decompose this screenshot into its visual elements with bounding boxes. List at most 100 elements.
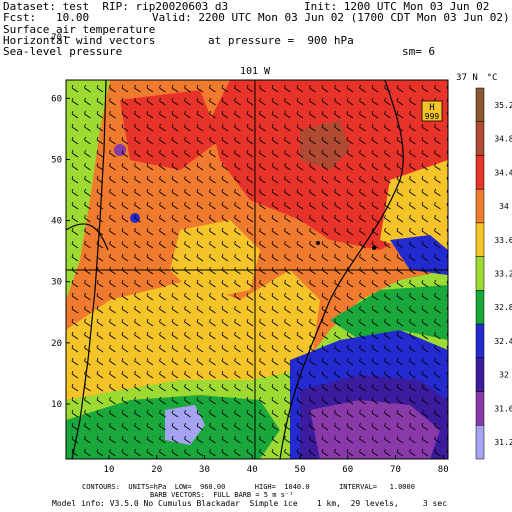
wind-barb [321,357,329,366]
wind-barb [321,409,329,418]
wind-barb [234,97,241,106]
wind-barb [284,201,291,210]
wind-barb [184,188,191,197]
wind-barb [259,123,266,132]
wind-barb [146,227,154,236]
wind-barb [371,240,379,249]
wind-barb [346,357,354,366]
wind-barb [184,136,191,145]
colorbar-swatch [475,425,485,460]
wind-barb [371,409,379,418]
wind-barb [309,357,316,366]
wind-barb [184,279,191,288]
wind-barb [84,357,91,366]
wind-barb [159,110,166,119]
wind-barb [396,279,404,288]
colorbar-label: 34 [499,202,509,211]
wind-barb [434,188,441,197]
wind-barb [421,149,429,158]
wind-barb [71,149,79,158]
wind-barb [96,240,104,249]
wind-barb [71,370,79,379]
wind-barb [146,357,154,366]
wind-barb [409,240,416,249]
wind-barb [396,201,404,210]
wind-barb [159,214,166,223]
colorbar-label: 32.4 [494,337,512,346]
wind-barb [184,97,191,106]
wind-barb [434,149,441,158]
wind-barb [71,253,79,262]
wind-barb [296,227,304,236]
wind-barb [246,357,254,366]
wind-barb [334,292,341,301]
wind-barb [259,279,266,288]
wind-barb [409,136,416,145]
colorbar-swatch [475,391,485,426]
wind-barb [209,292,216,301]
wind-barb [371,97,379,106]
wind-barb [196,344,204,353]
latitude-label: 37 N [456,73,478,83]
wind-barb [109,435,116,444]
wind-barb [421,396,429,405]
wind-barb [346,422,354,431]
wind-barb [346,175,354,184]
wind-barb [309,435,316,444]
colorbar-label: 32.8 [494,303,512,312]
wind-barb [84,201,91,210]
wind-barb [309,97,316,106]
wind-barb [159,383,166,392]
wind-barb [396,123,404,132]
wind-barb [309,214,316,223]
wind-barb [184,240,191,249]
wind-barb [434,318,441,327]
wind-barb [321,370,329,379]
wind-barb [421,409,429,418]
wind-barb [209,97,216,106]
wind-barb [196,240,204,249]
x-tick-80: 80 [438,465,449,475]
wind-barb [271,266,279,275]
wind-barb [284,344,291,353]
wind-barb [209,188,216,197]
wind-barb [84,344,91,353]
wind-barb [396,396,404,405]
wind-barb [96,344,104,353]
wind-barb [359,396,366,405]
wind-barb [146,201,154,210]
wind-barb [196,97,204,106]
wind-barb [196,409,204,418]
wind-barb [159,279,166,288]
wind-barb [321,149,329,158]
colorbar-swatch [475,357,485,392]
wind-barb [134,123,141,132]
wind-barb [184,331,191,340]
wind-barb [221,305,229,314]
wind-barb [384,383,391,392]
wind-barb [221,240,229,249]
wind-barb [321,253,329,262]
wind-barb [196,110,204,119]
wind-barb [409,175,416,184]
wind-barb [396,357,404,366]
wind-barb [359,123,366,132]
wind-barb [409,162,416,171]
wind-barb [109,162,116,171]
wind-barb [359,344,366,353]
wind-barb [334,305,341,314]
wind-barb [121,396,129,405]
wind-barb [121,188,129,197]
y-tick-60: 60 [51,94,62,104]
wind-barb [109,149,116,158]
wind-barb [434,357,441,366]
wind-barb [71,175,79,184]
wind-barb [109,110,116,119]
wind-barb [371,110,379,119]
wind-barb [71,266,79,275]
wind-barb [359,409,366,418]
colorbar-label: 35.2 [494,101,512,110]
wind-barb [234,188,241,197]
wind-barb [296,149,304,158]
wind-barb [84,305,91,314]
